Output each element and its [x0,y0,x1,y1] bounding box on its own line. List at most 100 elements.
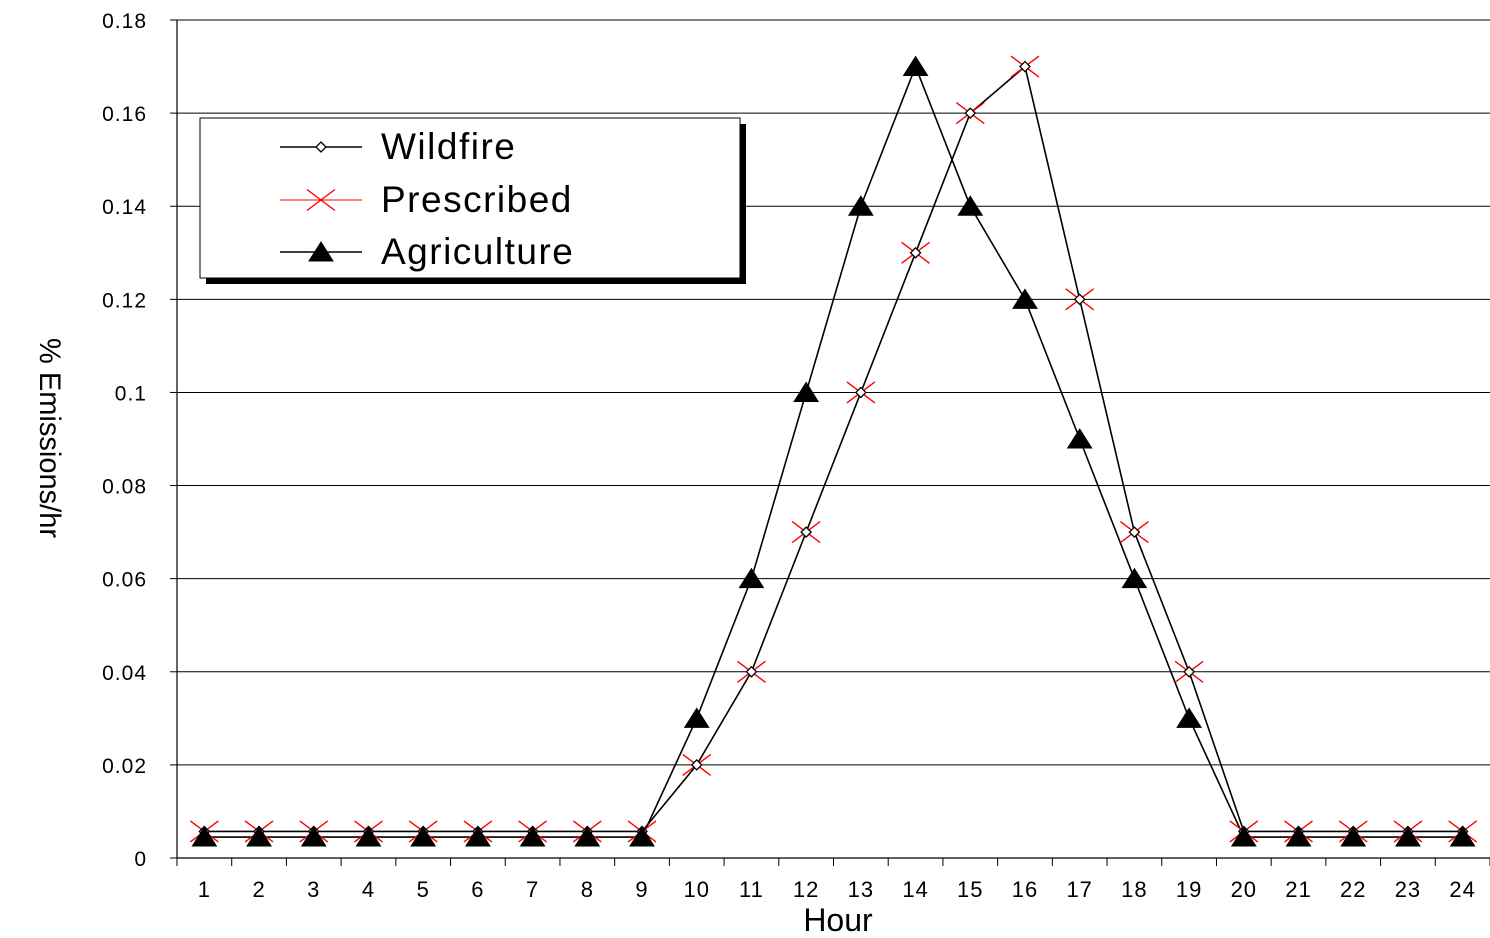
data-point-agriculture [957,195,984,216]
data-point-agriculture [793,381,820,402]
triangle-marker [902,55,929,77]
x-tick-label: 21 [1285,877,1311,902]
axes: 00.020.040.060.080.10.120.140.160.181 2 3 4… [102,10,1490,902]
diamond-marker [854,386,867,399]
y-tick-label: 0.08 [102,476,147,499]
legend-label-prescribed: Prescribed [381,179,573,220]
x-tick-label: 24 [1449,877,1475,902]
diamond-marker [1128,526,1141,539]
data-point-agriculture [1066,428,1093,449]
x-tick-label: 5 [417,877,430,902]
triangle-marker [464,826,491,847]
data-point-wildfire [964,107,977,120]
data-point-agriculture [902,55,929,77]
series-line-wildfire [204,65,1463,833]
x-tick-label: 13 [848,877,874,902]
data-point-agriculture [1230,826,1257,847]
x-tick-label: 2 [252,877,265,902]
triangle-marker [1230,826,1257,847]
diamond-marker [690,758,703,771]
triangle-marker [1012,288,1038,309]
triangle-marker [1176,707,1203,728]
triangle-marker [410,826,437,847]
y-tick-label: 0.1 [115,382,147,405]
data-point-wildfire [854,386,867,399]
legend-marker-wildfire [315,141,327,153]
data-point-agriculture [1285,826,1312,847]
data-point-wildfire [800,526,813,539]
triangle-marker [1449,826,1476,847]
diamond-marker [1183,665,1196,678]
diamond-marker [909,246,922,259]
triangle-marker [519,826,546,847]
data-point-wildfire [1019,60,1031,73]
data-point-agriculture [1340,826,1367,847]
data-point-agriculture [1449,826,1476,847]
data-point-agriculture [683,707,710,728]
triangle-marker [629,826,655,847]
x-tick-label: 4 [362,877,375,902]
x-tick-label: 3 [307,877,320,902]
x-tick-label: 18 [1121,877,1147,902]
x-tick-label: 15 [957,877,983,902]
x-tick-label: 9 [635,877,648,902]
x-marker-stroke [306,188,336,212]
data-point-agriculture [1395,826,1421,847]
triangle-marker [300,826,327,847]
legend-label-wildfire: Wildfire [381,126,516,167]
series-line-agriculture [204,64,1463,838]
diamond-marker [964,107,977,120]
data-point-agriculture [355,826,382,847]
x-tick-label: 6 [471,877,484,902]
data-point-agriculture [1012,288,1038,309]
diamond-marker [1019,60,1031,73]
x-tick-label: 10 [683,877,709,902]
series-markers [189,55,1478,847]
y-tick-label: 0.06 [102,569,147,592]
data-point-wildfire [690,758,703,771]
triangle-marker [738,567,765,589]
triangle-marker [683,707,710,728]
data-point-agriculture [410,826,437,847]
data-point-agriculture [464,826,491,847]
x-tick-label: 19 [1176,877,1202,902]
triangle-marker [1395,826,1421,847]
data-point-wildfire [1073,293,1086,306]
data-point-agriculture [847,195,874,216]
x-tick-label: 11 [739,877,764,902]
x-tick-label: 14 [902,877,928,902]
triangle-marker [1340,826,1367,847]
y-tick-label: 0.04 [102,662,147,685]
y-tick-label: 0 [134,848,147,871]
triangle-marker [574,826,601,847]
data-point-agriculture [1176,707,1203,728]
x-axis-label: Hour [803,902,873,933]
data-point-wildfire [745,665,758,678]
data-point-agriculture [1121,567,1148,589]
x-tick-label: 16 [1012,877,1038,902]
x-tick-label: 20 [1231,877,1257,902]
x-tick-label: 1 [198,877,211,902]
y-tick-label: 0.18 [102,10,147,33]
data-point-wildfire [1128,526,1141,539]
y-tick-label: 0.14 [102,196,147,219]
data-point-agriculture [191,826,218,847]
triangle-marker [191,826,218,847]
data-point-wildfire [909,246,922,259]
y-tick-label: 0.02 [102,755,147,778]
triangle-marker [847,195,874,216]
legend-label-agriculture: Agriculture [381,231,574,272]
y-tick-label: 0.16 [102,103,147,126]
legend: Wildfire Prescribed Agriculture [199,117,746,284]
triangle-marker [793,381,820,402]
x-tick-label: 12 [793,877,819,902]
data-point-agriculture [629,826,655,847]
x-tick-label: 22 [1340,877,1366,902]
data-point-agriculture [738,567,765,589]
x-tick-label: 8 [581,877,594,902]
legend-marker-prescribed [306,188,336,212]
y-axis-label: % Emissions/hr [33,338,66,538]
diamond-marker [800,526,813,539]
